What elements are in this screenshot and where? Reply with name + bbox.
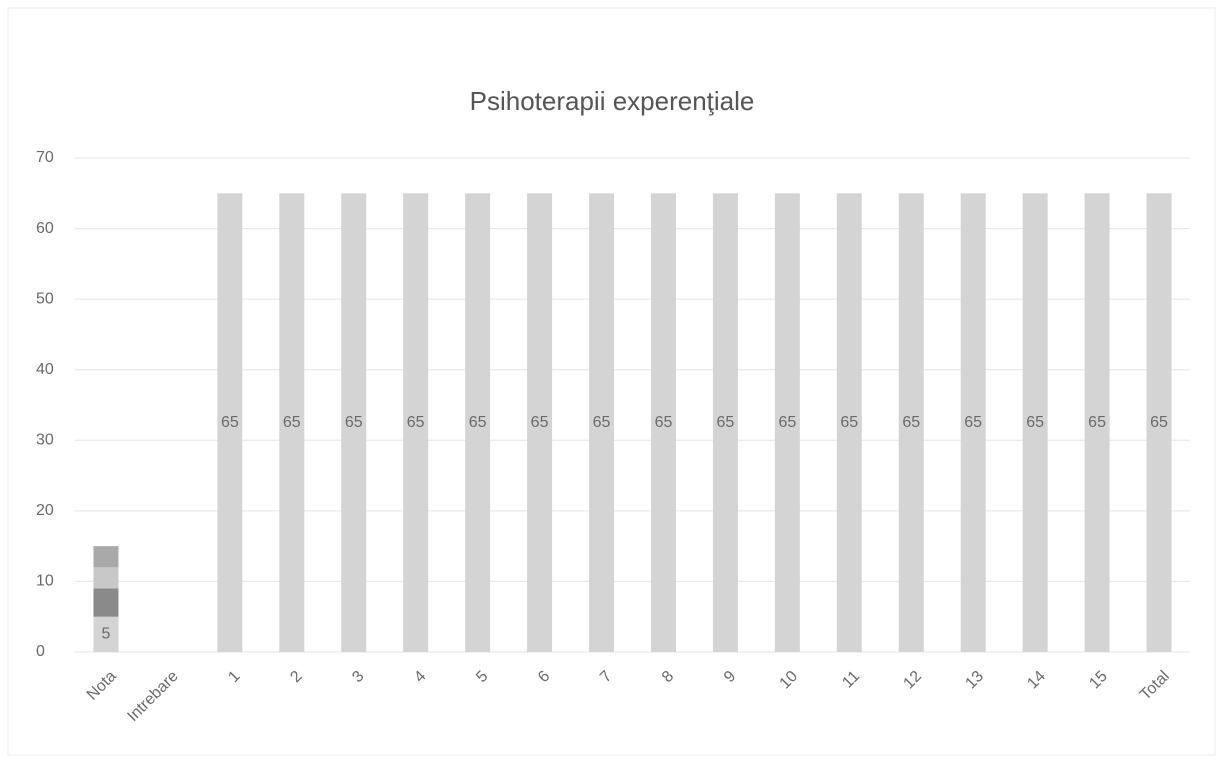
data-label: 65 [655,414,673,431]
bar-segment [93,546,119,568]
bar-segment [712,193,738,653]
chart-border [7,7,1216,756]
y-tick-label: 30 [36,432,54,449]
x-tick-label: 9 [721,668,739,686]
bar-segment [589,193,615,653]
data-label: 5 [102,626,111,643]
data-label: 65 [964,414,982,431]
x-tick-label: 15 [1086,668,1111,693]
bar-segment [279,193,305,653]
y-tick-label: 70 [36,149,54,166]
data-label: 65 [902,414,920,431]
x-tick-label: 8 [659,668,677,686]
y-tick-label: 0 [36,643,45,660]
y-tick-label: 10 [36,573,54,590]
x-tick-label: 2 [287,668,305,686]
bar-segment [93,588,119,617]
data-label: 65 [531,414,549,431]
x-tick-label: 5 [473,668,491,686]
x-tick-label: 3 [349,668,367,686]
data-label: 65 [221,414,239,431]
x-tick-label: 12 [900,668,925,693]
y-tick-label: 40 [36,361,54,378]
chart-title: Psihoterapii experenţiale [470,86,755,116]
data-label: 65 [593,414,611,431]
bar-segment [650,193,676,653]
x-tick-label: 4 [411,668,429,686]
bar-segment [960,193,986,653]
bar-segment [836,193,862,653]
y-tick-label: 20 [36,502,54,519]
bar-segment [898,193,924,653]
data-label: 65 [283,414,301,431]
x-tick-label: 6 [535,668,553,686]
x-tick-label: 14 [1024,668,1049,693]
y-tick-label: 50 [36,290,54,307]
data-label: 65 [1150,414,1168,431]
bar-segment [465,193,491,653]
y-tick-label: 60 [36,220,54,237]
data-label: 65 [469,414,487,431]
x-tick-label: 11 [839,668,863,692]
bar-segment [217,193,243,653]
data-label: 65 [717,414,735,431]
bar-segment [1022,193,1048,653]
bar-segment [1084,193,1110,653]
data-label: 65 [407,414,425,431]
bar-segment [93,567,119,589]
x-tick-label: Nota [84,668,120,704]
x-tick-label: 7 [597,668,615,686]
x-tick-label: 10 [777,668,802,693]
data-label: 65 [1088,414,1106,431]
x-tick-label: 13 [962,668,987,693]
data-label: 65 [345,414,363,431]
bar-segment [527,193,553,653]
bar-segment [341,193,367,653]
data-label: 65 [1026,414,1044,431]
bar-segment [403,193,429,653]
x-tick-label: Intrebare [124,668,181,725]
bar-segment [774,193,800,653]
x-tick-label: 1 [225,668,243,686]
data-label: 65 [778,414,796,431]
x-tick-label: Total [1137,668,1173,704]
bar-segment [1146,193,1172,653]
data-label: 65 [840,414,858,431]
bar-segment [93,616,119,652]
